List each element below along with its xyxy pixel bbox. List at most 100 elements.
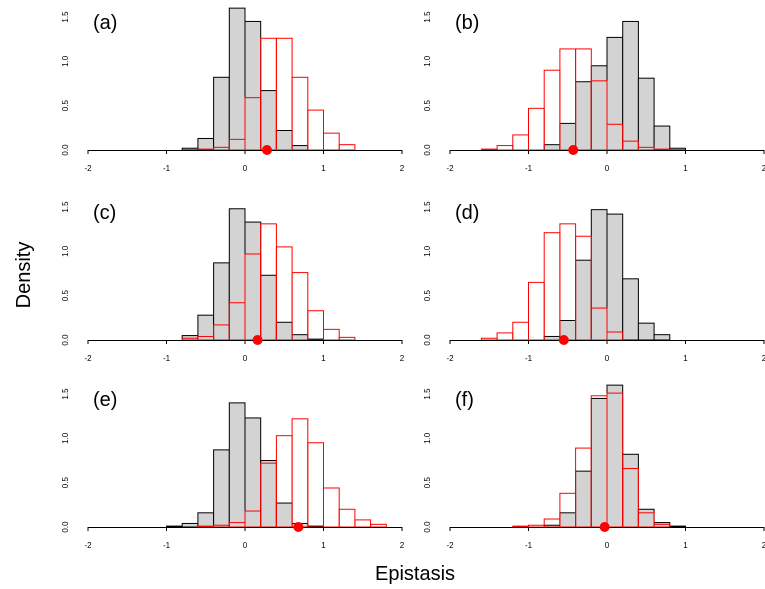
null-bar: [291, 418, 309, 528]
observed-bar: [606, 213, 624, 341]
observed-bar: [590, 65, 608, 151]
observed-bar: [590, 209, 608, 341]
observed-point: [558, 335, 569, 345]
observed-bar: [291, 334, 309, 341]
null-bar: [528, 524, 545, 528]
observed-bar: [606, 36, 624, 151]
observed-bar: [575, 470, 592, 528]
panel-label: (d): [455, 202, 479, 224]
x-tick-label: -1: [525, 354, 533, 363]
x-tick-label: -2: [446, 541, 454, 550]
x-tick-label: 1: [683, 541, 688, 550]
y-tick-label: 1.0: [423, 55, 432, 67]
x-tick-label: 0: [243, 541, 248, 550]
observed-bar: [197, 512, 215, 528]
observed-bar: [590, 397, 608, 528]
x-tick-label: 0: [243, 164, 248, 173]
null-bar: [307, 310, 324, 341]
observed-bar: [622, 453, 639, 528]
x-tick-label: -1: [163, 541, 171, 550]
y-tick-label: 1.5: [423, 388, 432, 400]
x-tick-label: 1: [321, 541, 326, 550]
observed-bar: [181, 522, 199, 528]
x-tick-label: -2: [84, 164, 92, 173]
histogram-panel: -2 -1 0 1 2 0.0 0.5 1.0 1.5 (c): [61, 201, 405, 363]
observed-bar: [669, 147, 686, 151]
x-tick-label: 1: [683, 164, 688, 173]
y-tick-label: 1.5: [61, 11, 70, 23]
x-tick-label: 1: [683, 354, 688, 363]
x-tick-label: 0: [605, 164, 610, 173]
null-bar: [323, 328, 340, 341]
observed-bar: [653, 125, 671, 151]
y-tick-label: 1.5: [61, 201, 70, 213]
null-bar: [197, 525, 215, 528]
null-bar: [528, 107, 545, 151]
observed-bar: [213, 449, 230, 528]
histogram-panel: -2 -1 0 1 2 0.0 0.5 1.0 1.5 (f): [423, 384, 765, 550]
histogram-panel: -2 -1 0 1 2 0.0 0.5 1.0 1.5 (d): [423, 201, 765, 363]
x-tick-label: -2: [84, 541, 92, 550]
observed-bar: [228, 208, 246, 341]
observed-bar: [166, 525, 183, 528]
observed-bar: [575, 81, 592, 151]
observed-bar: [622, 278, 639, 341]
y-tick-label: 1.0: [423, 245, 432, 257]
null-bar: [291, 76, 309, 151]
observed-bar: [622, 20, 639, 151]
null-bar: [496, 145, 514, 151]
null-bar: [480, 337, 498, 341]
null-bar: [480, 148, 498, 151]
null-bar: [543, 69, 561, 151]
x-tick-label: -1: [525, 164, 533, 173]
null-bar: [653, 148, 671, 151]
panel-label: (b): [455, 12, 479, 34]
panel-label: (e): [93, 389, 117, 411]
y-tick-label: 0.5: [423, 100, 432, 112]
observed-bar: [543, 144, 561, 151]
observed-bar: [244, 20, 262, 151]
observed-bar: [260, 90, 277, 151]
observed-point: [252, 335, 263, 345]
null-bar: [338, 144, 356, 151]
y-tick-label: 0.0: [423, 144, 432, 156]
observed-bar: [181, 147, 199, 151]
y-tick-label: 0.5: [61, 290, 70, 302]
histogram-panel: -2 -1 0 1 2 0.0 0.5 1.0 1.5 (e): [61, 388, 405, 550]
y-tick-label: 1.0: [61, 55, 70, 67]
x-tick-label: -2: [84, 354, 92, 363]
observed-bar: [653, 334, 671, 341]
null-bar: [197, 148, 215, 151]
observed-bar: [575, 259, 592, 341]
observed-bar: [213, 262, 230, 341]
observed-point: [261, 145, 272, 155]
histogram-panel: -2 -1 0 1 2 0.0 0.5 1.0 1.5 (a): [61, 7, 405, 173]
null-bar: [338, 336, 356, 341]
y-tick-label: 1.5: [423, 11, 432, 23]
null-bar: [307, 109, 324, 151]
observed-bar: [197, 137, 215, 151]
y-tick-label: 0.5: [423, 477, 432, 489]
observed-bar: [275, 321, 293, 341]
observed-bar: [291, 145, 309, 151]
x-axis-title: Epistasis: [375, 563, 455, 585]
x-tick-label: 2: [762, 541, 765, 550]
observed-bar: [244, 221, 262, 341]
observed-bar: [275, 129, 293, 151]
null-bar: [307, 442, 324, 528]
x-tick-label: 2: [762, 164, 765, 173]
y-axis-title: Density: [13, 242, 35, 309]
x-tick-label: -1: [525, 541, 533, 550]
panel-label: (c): [93, 202, 116, 224]
null-bar: [370, 523, 387, 528]
null-bar: [496, 332, 514, 341]
observed-bar: [637, 508, 655, 528]
y-tick-label: 0.5: [423, 290, 432, 302]
y-tick-label: 0.5: [61, 477, 70, 489]
null-bar: [543, 232, 561, 341]
observed-bar: [637, 322, 655, 341]
observed-point: [568, 145, 579, 155]
observed-bar: [559, 512, 577, 528]
observed-bar: [669, 525, 686, 528]
observed-point: [293, 522, 304, 532]
